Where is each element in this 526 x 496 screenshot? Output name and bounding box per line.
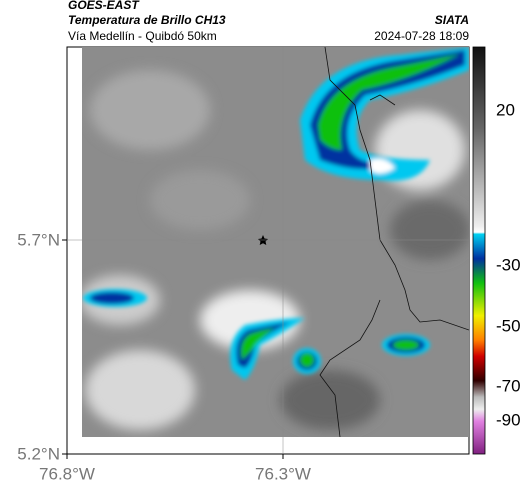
colorbar (472, 46, 486, 455)
lat-label: 5.7°N (17, 230, 60, 249)
colorbar-label: -90 (496, 410, 521, 429)
subtitle: Vía Medellín - Quibdó 50km (68, 29, 217, 43)
title: Temperatura de Brillo CH13 (68, 13, 226, 27)
datetime: 2024-07-28 18:09 (374, 29, 469, 43)
map-image (82, 47, 469, 437)
colorbar-label: -70 (496, 376, 521, 395)
source: SIATA (435, 13, 469, 27)
lon-label: 76.8°W (39, 464, 95, 483)
product: GOES-EAST (68, 0, 140, 12)
colorbar-label: 20 (496, 100, 515, 119)
lat-label: 5.2°N (17, 444, 60, 463)
colorbar-label: -50 (496, 316, 521, 335)
colorbar-label: -30 (496, 255, 521, 274)
lon-label: 76.3°W (255, 464, 311, 483)
